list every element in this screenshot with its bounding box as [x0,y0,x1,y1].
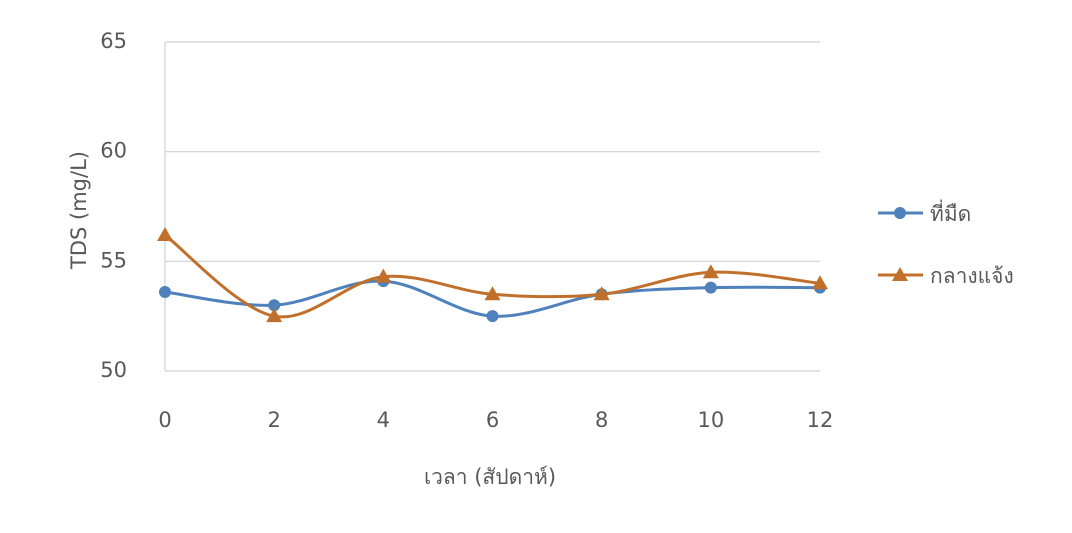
x-axis-title: เวลา (สัปดาห์) [424,465,556,489]
data-point [159,286,171,298]
background [0,0,1072,533]
legend-marker [894,207,906,219]
chart: เวลา (สัปดาห์) TDS (mg/L) 50 55 60 65 0 2 4 6 8 1… [0,0,1072,533]
x-tick-label: 6 [486,408,499,432]
y-tick-label: 60 [100,139,127,163]
y-tick-label: 55 [100,248,127,272]
legend-label: ที่มืด [930,199,971,226]
x-tick-label: 4 [377,408,390,432]
y-tick-label: 50 [100,358,127,382]
x-tick-label: 0 [158,408,171,432]
x-tick-label: 12 [807,408,834,432]
data-point [705,282,717,294]
x-tick-label: 2 [267,408,280,432]
data-point [487,310,499,322]
x-tick-label: 10 [697,408,724,432]
y-tick-label: 65 [100,29,127,53]
x-tick-label: 8 [595,408,608,432]
legend-label: กลางแจ้ง [930,264,1014,288]
y-axis-title: TDS (mg/L) [67,151,91,270]
